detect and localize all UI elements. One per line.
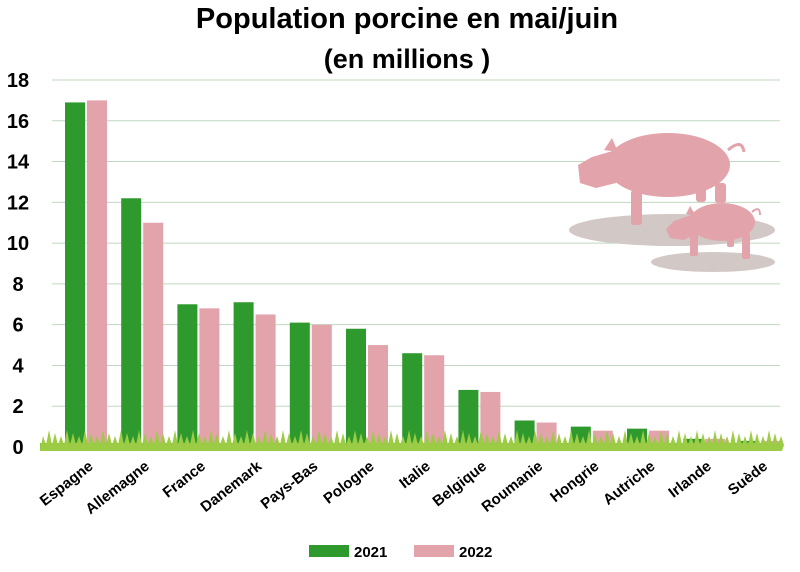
large-pig-icon <box>578 133 746 225</box>
small-pig-icon <box>666 203 761 259</box>
legend-swatch-2021 <box>309 545 349 557</box>
bar-2021-italie <box>402 353 423 447</box>
x-tick-label: France <box>160 458 209 502</box>
y-axis-tick-labels: 0 2 4 6 8 10 12 14 16 18 <box>7 70 30 459</box>
bar-2022-danemark <box>255 314 276 447</box>
pig-illustration <box>569 133 775 272</box>
y-tick-label: 0 <box>12 437 23 459</box>
small-pig-shadow <box>651 252 775 272</box>
bar-2022-italie <box>424 355 445 447</box>
bars <box>65 100 782 447</box>
bar-2021-pays-bas <box>289 322 310 447</box>
y-tick-label: 2 <box>12 396 23 418</box>
bar-2021-france <box>177 304 198 447</box>
bar-2021-allemagne <box>121 198 142 447</box>
x-tick-label: Pologne <box>320 458 377 508</box>
bar-2021-pologne <box>346 328 366 447</box>
x-tick-label: Roumanie <box>478 458 546 516</box>
gridlines <box>52 79 780 407</box>
y-tick-label: 4 <box>12 355 24 377</box>
legend-label-2021: 2021 <box>354 544 387 561</box>
y-tick-label: 6 <box>12 315 23 337</box>
grass-blades <box>40 430 784 451</box>
y-tick-label: 18 <box>7 70 29 92</box>
x-tick-label: Autriche <box>600 458 658 509</box>
legend-swatch-2022 <box>414 545 454 557</box>
legend-label-2022: 2022 <box>459 544 492 561</box>
bar-2021-espagne <box>65 102 85 447</box>
bar-2022-pologne <box>368 345 388 447</box>
bar-2022-espagne <box>87 100 107 447</box>
y-tick-label: 10 <box>7 233 29 255</box>
chart-title: Population porcine en mai/juin <box>196 3 618 35</box>
bar-2021-danemark <box>233 302 254 447</box>
bar-2022-france <box>199 308 220 447</box>
grass-baseline <box>40 430 784 451</box>
bar-2022-belgique <box>480 391 501 447</box>
bar-2022-allemagne <box>143 222 164 447</box>
x-tick-label: Irlande <box>665 458 714 502</box>
legend: 2021 2022 <box>309 544 492 561</box>
x-tick-label: Hongrie <box>547 458 602 506</box>
x-tick-label: Danemark <box>197 457 265 515</box>
bar-2022-pays-bas <box>311 324 332 447</box>
x-tick-label: Pays-Bas <box>258 458 322 513</box>
y-tick-label: 14 <box>7 152 30 174</box>
y-tick-label: 16 <box>7 111 29 133</box>
y-tick-label: 8 <box>12 274 23 296</box>
y-tick-label: 12 <box>7 192 29 214</box>
x-tick-label: Suède <box>725 458 771 499</box>
chart-subtitle: (en millions ) <box>324 44 491 74</box>
x-tick-label: Italie <box>396 458 433 492</box>
